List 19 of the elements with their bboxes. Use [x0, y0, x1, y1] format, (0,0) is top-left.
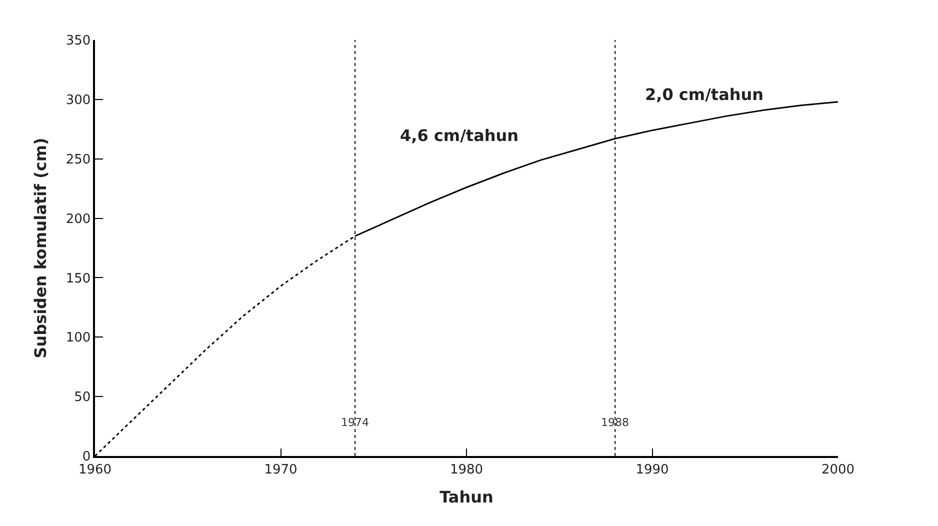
ref-line-label: 1988	[601, 416, 629, 429]
y-tick-label: 100	[66, 330, 91, 346]
y-tick-label: 0	[82, 450, 91, 465]
annotation: 2,0 cm/tahun	[645, 85, 764, 104]
y-tick-label: 250	[66, 152, 91, 168]
x-tick-label: 2000	[821, 462, 855, 478]
annotation: 4,6 cm/tahun	[400, 126, 519, 145]
y-tick-label: 350	[66, 34, 91, 49]
x-axis-title: Tahun	[440, 488, 494, 507]
y-axis-title: Subsiden komulatif (cm)	[31, 138, 50, 358]
y-tick-label: 50	[74, 390, 91, 406]
ref-line-label: 1974	[341, 416, 369, 429]
x-tick-label: 1980	[450, 462, 484, 478]
y-tick-label: 200	[66, 212, 91, 227]
x-tick-label: 1970	[264, 462, 298, 478]
x-tick-label: 1960	[78, 462, 112, 478]
y-tick-label: 300	[66, 92, 91, 108]
x-tick-label: 1990	[636, 462, 669, 478]
y-tick-label: 150	[66, 271, 91, 286]
